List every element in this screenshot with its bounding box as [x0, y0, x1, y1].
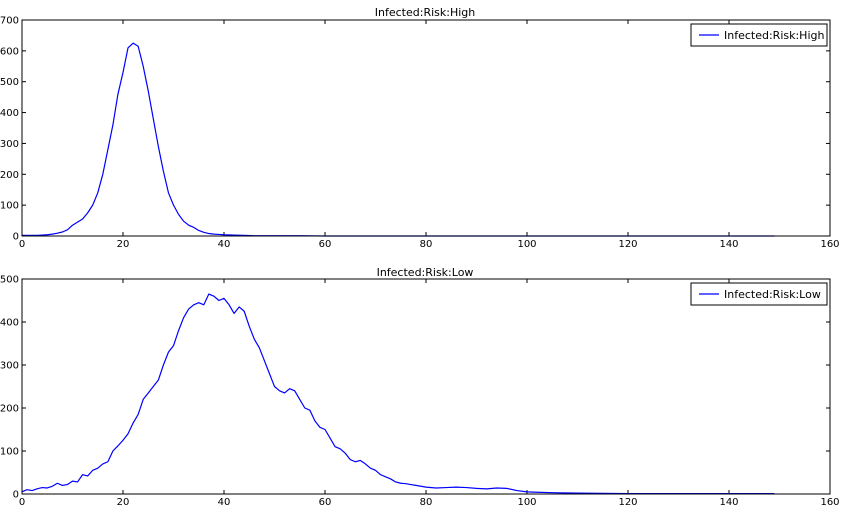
y-tick-label: 100 [0, 201, 19, 212]
x-tick-label: 40 [218, 497, 231, 508]
x-tick-label: 160 [820, 239, 839, 250]
y-tick-label: 200 [0, 404, 19, 415]
y-tick-label: 500 [0, 77, 19, 88]
y-tick-label: 300 [0, 361, 19, 372]
x-tick-label: 80 [420, 239, 433, 250]
subplot-title: Infected:Risk:Low [377, 266, 474, 279]
series-line-infected-risk-low [21, 293, 775, 495]
y-tick-label: 500 [0, 275, 19, 286]
legend-label: Infected:Risk:Low [724, 288, 821, 301]
x-tick-label: 20 [117, 239, 130, 250]
legend: Infected:Risk:High [690, 23, 828, 47]
subplot-infected-risk-low: Infected:Risk:Low 0 20 40 60 80 100 120 140 1600… [0, 266, 840, 508]
y-tick-label: 200 [0, 170, 19, 181]
subplot-title: Infected:Risk:High [375, 6, 475, 19]
x-tick-label: 20 [117, 497, 130, 508]
y-tick-label: 300 [0, 139, 19, 150]
x-tick-label: 140 [719, 497, 738, 508]
subplot-infected-risk-high: Infected:Risk:High 0 20 40 60 80 100 120 140 160… [0, 6, 840, 250]
y-tick-label: 400 [0, 318, 19, 329]
x-tick-label: 40 [218, 239, 231, 250]
x-tick-label: 120 [618, 497, 637, 508]
x-tick-label: 140 [719, 239, 738, 250]
axes-frame [21, 19, 831, 237]
x-tick-label: 120 [618, 239, 637, 250]
y-tick-label: 0 [13, 490, 19, 501]
x-tick-label: 0 [19, 497, 25, 508]
x-tick-label: 160 [820, 497, 839, 508]
axis-ticks: 0 20 40 60 80 100 120 140 160 0 100 200 300 400 500 [0, 275, 840, 509]
y-tick-label: 400 [0, 108, 19, 119]
legend-box [690, 23, 828, 47]
legend-label: Infected:Risk:High [724, 29, 824, 42]
y-tick-label: 0 [13, 232, 19, 243]
x-tick-label: 0 [19, 239, 25, 250]
legend-box [690, 282, 828, 306]
axes-frame [21, 278, 831, 495]
legend: Infected:Risk:Low [690, 282, 828, 306]
axis-ticks: 0 20 40 60 80 100 120 140 160 0 100 200 300 400 500 600… [0, 16, 840, 251]
x-tick-label: 60 [319, 239, 332, 250]
x-tick-label: 100 [517, 239, 536, 250]
y-tick-label: 100 [0, 447, 19, 458]
y-tick-label: 700 [0, 16, 19, 27]
x-tick-label: 80 [420, 497, 433, 508]
x-tick-label: 60 [319, 497, 332, 508]
y-tick-label: 600 [0, 46, 19, 57]
x-tick-label: 100 [517, 497, 536, 508]
series-line-infected-risk-high [22, 42, 775, 237]
